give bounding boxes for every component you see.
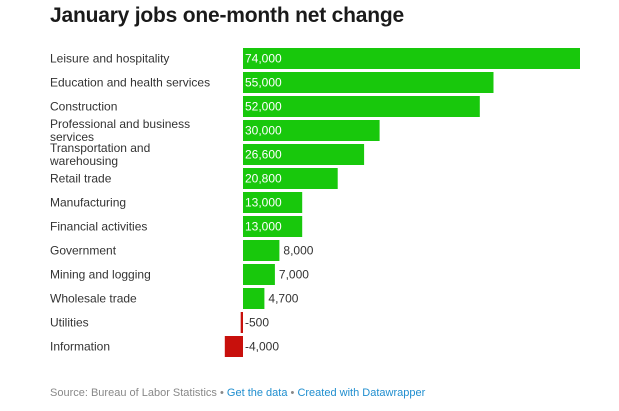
bar-financial-activities (243, 216, 303, 237)
value-label: 13,000 (245, 220, 282, 234)
category-label: Mining and logging (50, 268, 151, 282)
datawrapper-link[interactable]: Created with Datawrapper (297, 387, 426, 399)
value-label: 4,700 (268, 292, 298, 306)
category-label: Professional and business services (50, 117, 190, 144)
value-label: 26,600 (245, 148, 282, 162)
bar-education-and-health-services (243, 72, 494, 93)
bar-manufacturing (243, 192, 303, 213)
category-label: Education and health services (50, 76, 210, 90)
bar-mining-and-logging (243, 264, 275, 285)
bar-transportation-and-warehousing (243, 144, 365, 165)
value-label: 55,000 (245, 76, 282, 90)
get-data-link[interactable]: Get the data (226, 387, 288, 399)
category-label: Wholesale trade (50, 292, 137, 306)
bar-government (243, 240, 280, 261)
footer-separator: • (220, 387, 224, 399)
value-label: -500 (245, 316, 269, 330)
category-label: Financial activities (50, 220, 147, 234)
value-label: 20,800 (245, 172, 282, 186)
category-label: Construction (50, 100, 117, 114)
value-label: 74,000 (245, 52, 282, 66)
chart-title: January jobs one-month net change (50, 4, 404, 27)
category-label: Utilities (50, 316, 89, 330)
value-label: 13,000 (245, 196, 282, 210)
category-label: Transportation and warehousing (49, 141, 150, 168)
value-label: 52,000 (245, 100, 282, 114)
source-text: Source: Bureau of Labor Statistics (50, 387, 217, 399)
category-label: Manufacturing (50, 196, 126, 210)
category-label: Information (50, 340, 110, 354)
chart-footer: Source: Bureau of Labor Statistics • Get… (50, 387, 425, 399)
bar-professional-and-business-services (243, 120, 380, 141)
category-label: Retail trade (50, 172, 112, 186)
bar-retail-trade (243, 168, 338, 189)
value-label: 30,000 (245, 124, 282, 138)
value-label: -4,000 (245, 340, 279, 354)
category-label: Leisure and hospitality (50, 52, 169, 66)
bar-information (224, 336, 243, 357)
value-label: 8,000 (283, 244, 313, 258)
category-label: Government (50, 244, 117, 258)
bar-leisure-and-hospitality (243, 48, 580, 69)
bar-construction (243, 96, 480, 117)
bar-wholesale-trade (243, 288, 265, 309)
footer-separator: • (290, 387, 295, 399)
value-label: 7,000 (279, 268, 309, 282)
bar-utilities (240, 312, 243, 333)
